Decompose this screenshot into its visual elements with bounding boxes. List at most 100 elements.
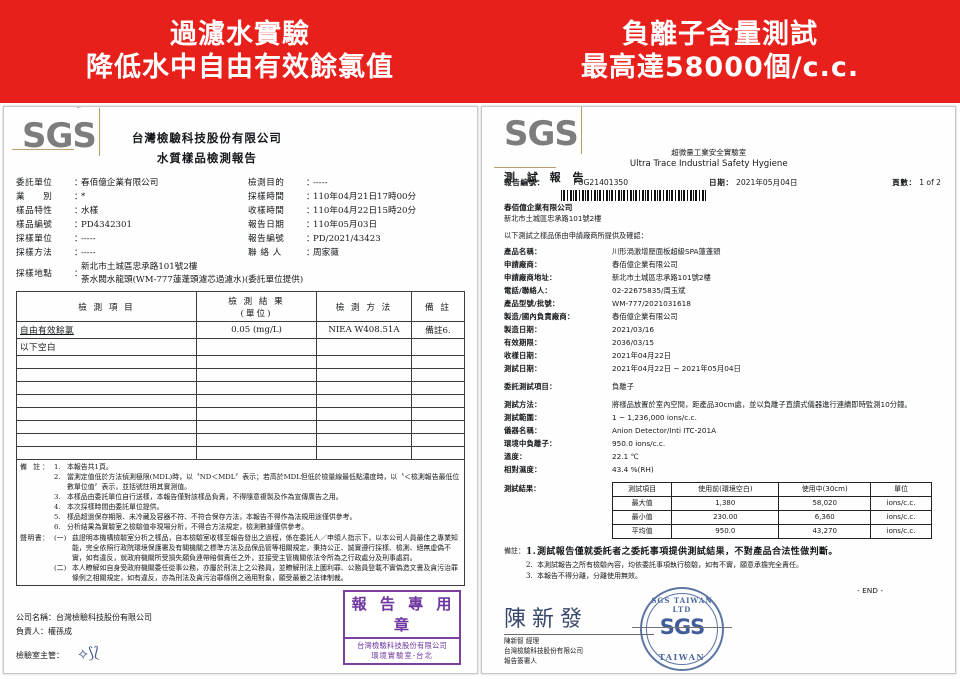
report-date-block: 日期： 2021年05月04日: [709, 177, 869, 188]
cell-empty: [16, 368, 197, 383]
table-row: [16, 381, 465, 396]
field-key: 產品名稱：: [504, 247, 542, 257]
cell-unit: ions/c.c.: [870, 509, 932, 525]
right-doc-address: 新北市土城區忠承路101號2樓: [504, 214, 602, 224]
signature-company: 台灣檢驗科技股份有限公司: [504, 647, 584, 656]
col-header-result-line1: 檢 測 結 果: [228, 296, 285, 307]
cell-empty: [316, 407, 412, 422]
cell-empty: [16, 446, 197, 461]
sgs-logo-right: SGS: [494, 107, 582, 171]
table-head: 檢 測 項 目 檢 測 結 果 (單位) 檢 測 方 法 備 註: [16, 291, 465, 323]
banner-right-line1: 負離子含量測試: [622, 18, 818, 50]
cell-item-text: 自由有效餘氯: [20, 326, 74, 337]
col-header-unit: 單位: [870, 481, 932, 497]
field-value: 將樣品放置於室內空間，距產品30cm處，並以負離子直讀式儀器進行連續即時監測10…: [612, 399, 912, 409]
cell-empty: [196, 420, 317, 435]
table-row: [16, 394, 465, 409]
stamp-strike-line: [632, 627, 732, 628]
field-row: 製造日期： 2021/03/16: [504, 324, 955, 337]
barcode: [561, 190, 706, 202]
field-key: 委託單位: [16, 178, 53, 189]
report-stamp-red: 報 告 專 用 章 台灣檢驗科技股份有限公司 環境實驗室-台北: [343, 590, 461, 665]
cell-item: 平均值: [611, 523, 673, 539]
field-key: 環境中負離子：: [504, 438, 557, 448]
report-number-value: PUG21401350: [573, 178, 629, 188]
field-key: 收樣日期：: [504, 351, 542, 361]
right-doc-company: 春佰億企業有限公司: [504, 203, 573, 213]
field-value: -----: [81, 247, 96, 258]
field-value: 110年04月22日15時20分: [313, 205, 417, 216]
signature-owner-value: 權孫成: [48, 627, 72, 637]
cell-unit: ions/c.c.: [870, 523, 932, 539]
field-key: 委託測試項目：: [504, 381, 557, 391]
stamp-arc-bottom: TAIWAN: [658, 652, 706, 662]
signature-company-value: 台灣檢驗科技股份有限公司: [56, 612, 152, 622]
field-key: 儀器名稱：: [504, 425, 542, 435]
declaration-block: 聲明書： (一) 茲證明本機構檢驗室分析之樣品，自本檢驗室收樣至報告發出之過程，係…: [20, 533, 461, 583]
declaration-body: (一) 茲證明本機構檢驗室分析之樣品，自本檢驗室收樣至報告發出之過程，係在委託人／…: [54, 533, 461, 583]
field-value: WM-777/2021031618: [612, 299, 691, 309]
note-text: 樣品超過保存期限、未冷藏及容器不符、不符合保存方法，本報告不得作為法規用途僅供參…: [67, 513, 357, 522]
table-row: [16, 446, 465, 461]
cell-empty: [411, 368, 465, 383]
field-value: 43.4 %(RH): [612, 464, 654, 474]
right-doc-header: SGS 超微量工業安全實驗室 Ultra Trace Industrial Sa…: [482, 107, 955, 171]
note-item: 4. 本次採樣時間由委託單位提供。: [54, 502, 461, 512]
note-item: 2. 本測試報告之所有檢驗內容，均依委託事項執行檢驗，如有不實，願意承擔完全責任。: [526, 560, 945, 571]
field-key: 電話/聯絡人：: [504, 286, 552, 296]
declaration-number: (二): [54, 564, 67, 573]
cell-empty: [16, 420, 197, 435]
field-value: 水樣: [81, 205, 99, 216]
note-text: 本報告共1頁。: [67, 463, 113, 472]
field-row: 收樣時間 ： 110年04月22日15時20分: [248, 205, 463, 219]
cell-during: 43,270: [778, 523, 872, 539]
declaration-item: (一) 茲證明本機構檢驗室分析之樣品，自本檢驗室收樣至報告發出之過程，係在委託人／…: [54, 533, 461, 563]
cell-empty: [411, 446, 465, 461]
note-number: 4.: [54, 503, 61, 512]
field-row: 業 別 ： *: [16, 191, 248, 205]
cell-empty: [316, 394, 412, 409]
cell-empty: [16, 355, 197, 370]
banner-right-line2: 最高達58000個/c.c.: [580, 51, 860, 83]
notes-label: 備 註：: [20, 463, 51, 472]
field-value: 02-22675835/周玉斌: [612, 286, 686, 296]
right-doc-lab-name: 超微量工業安全實驗室 Ultra Trace Industrial Safety…: [630, 147, 788, 171]
cell-before: 230.00: [671, 509, 780, 525]
cell-empty: [316, 355, 412, 370]
note-item: 3. 本報告不得分離，分離使用無效。: [526, 571, 945, 582]
report-pages-key: 頁數：: [892, 178, 917, 188]
table-row: [16, 368, 465, 383]
table-row: [16, 355, 465, 370]
report-number-block: 報告編號： PUG21401350: [504, 177, 709, 202]
right-doc-product-fields: 產品名稱： 川形渦激增壓面板超級SPA蓮蓬頭 申請廠商： 春佰億企業有限公司 申請廠…: [482, 243, 955, 477]
sgs-round-stamp: SGS TAIWAN LTD SGS TAIWAN: [632, 587, 732, 671]
field-value: 2021/03/16: [612, 325, 655, 335]
col-header-remark: 備 註: [411, 291, 465, 323]
field-row: 委託單位 ：春佰億企業有限公司: [16, 177, 248, 191]
table-row: 以下空白: [16, 338, 465, 357]
field-colon: ：: [306, 205, 315, 216]
field-key: 樣品編號: [16, 219, 53, 230]
banner-row: 過濾水實驗 降低水中自由有效餘氯值 負離子含量測試 最高達58000個/c.c.: [0, 0, 960, 103]
note-item: 6. 分析結果為實驗室之檢驗值非現場分析，不得合方法規定，檢測數據僅供參考。: [54, 522, 461, 532]
field-value: 2036/03/15: [612, 338, 655, 348]
banner-left-line2: 降低水中自由有效餘氯值: [86, 51, 394, 83]
declaration-text: 本人瞭解如自身受政府機關委任從事公務，亦屬於刑法上之公務員，並瞭解刑法上圖利罪、…: [72, 564, 458, 583]
field-row: 測試範圍： 1 ~ 1,236,000 ions/c.c.: [504, 412, 955, 425]
cell-empty: [196, 368, 317, 383]
field-colon: ：: [74, 268, 83, 279]
cell-unit: ions/c.c.: [870, 495, 932, 511]
field-colon: ：: [306, 247, 315, 258]
notes-body: 1. 本報告共1頁。 2. 當測定值低於方法偵測極限(MDL)時，以〝ND＜MDL〞…: [20, 462, 461, 583]
end-marker: - END -: [857, 585, 883, 595]
field-value: 春佰億企業有限公司: [612, 260, 678, 270]
sgs-logo-text: SGS: [22, 116, 97, 156]
cell-remark: [411, 338, 465, 357]
field-value: PD/2021/43423: [313, 233, 381, 244]
note-number: 2.: [526, 560, 533, 569]
left-doc-report-title: 水質樣品檢測報告: [156, 150, 257, 165]
stamp-inner-ring: [646, 593, 718, 665]
field-value: 春佰億企業有限公司: [81, 178, 159, 189]
field-value: *: [81, 192, 86, 203]
